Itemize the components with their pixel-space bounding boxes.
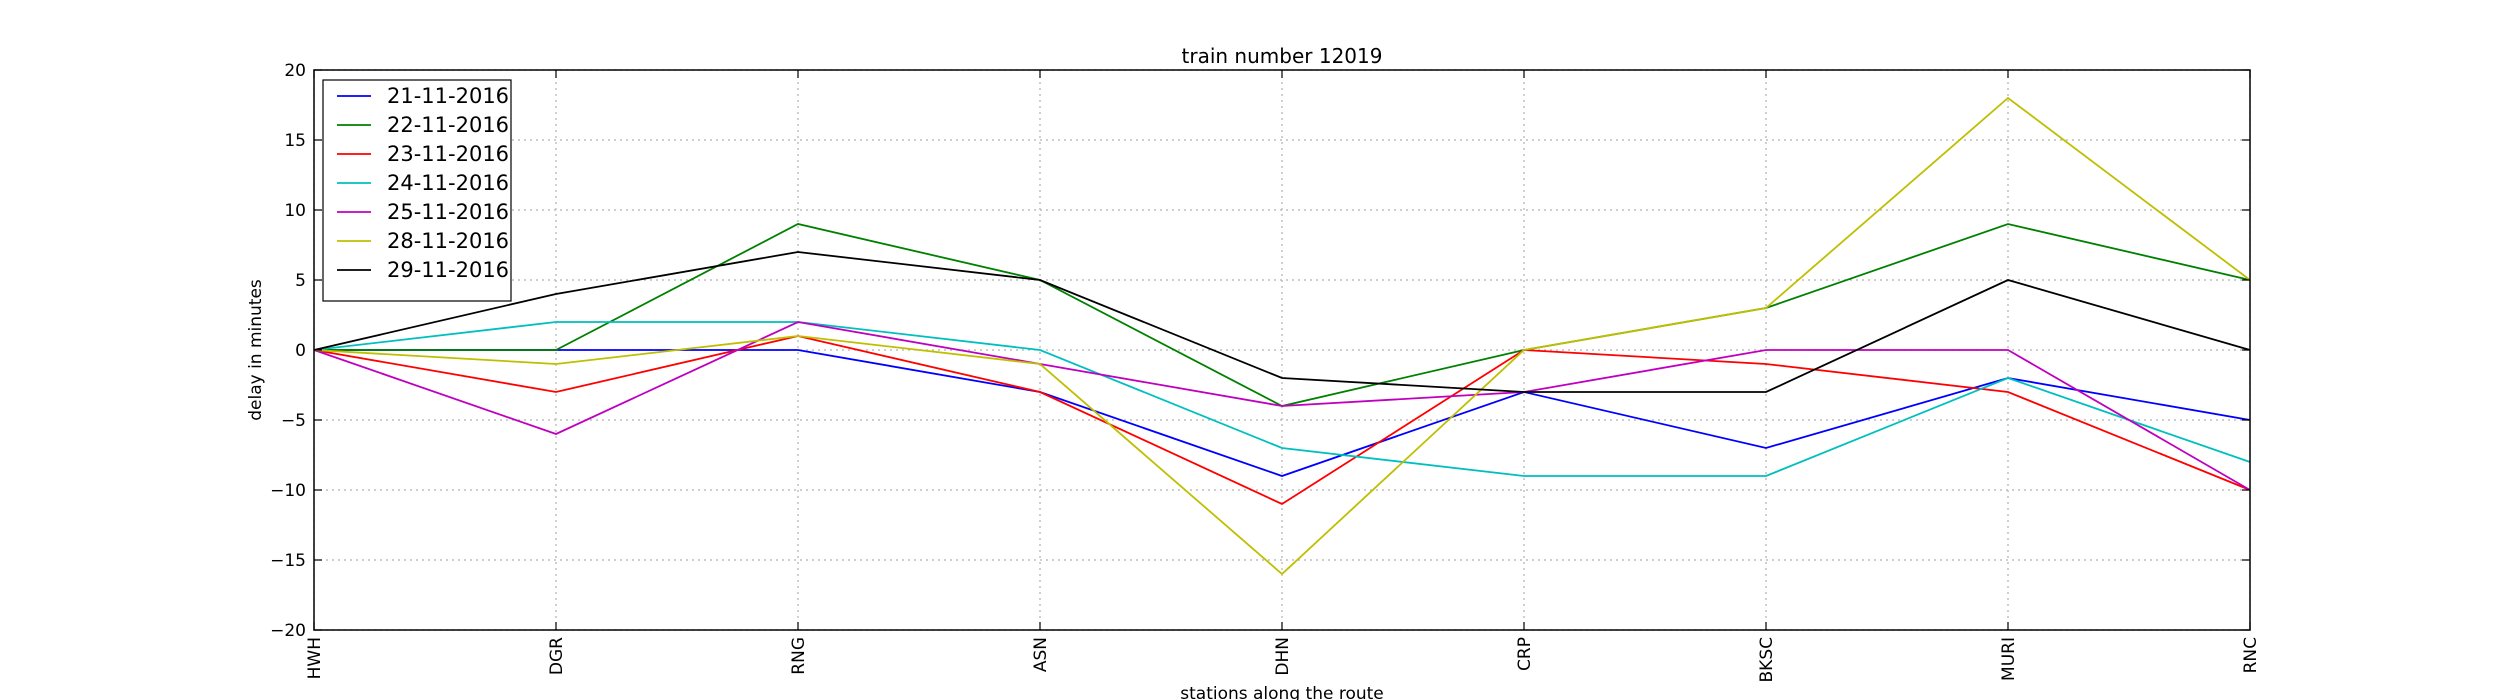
y-tick-label: −10 [270, 481, 306, 501]
y-tick-label: 10 [284, 201, 306, 221]
y-tick-label: 15 [284, 131, 306, 151]
x-tick-label-dhn: DHN [1273, 637, 1293, 676]
y-tick-label: 20 [284, 61, 306, 81]
y-tick-label: 0 [295, 341, 306, 361]
y-tick-label: −15 [270, 551, 306, 571]
x-tick-label-crp: CRP [1515, 637, 1535, 671]
y-tick-label: −20 [270, 621, 306, 641]
legend-label-24-11-2016: 24-11-2016 [387, 171, 509, 195]
x-tick-label-rng: RNG [789, 637, 809, 675]
legend-label-25-11-2016: 25-11-2016 [387, 200, 509, 224]
y-axis-label: delay in minutes [246, 279, 266, 421]
legend: 21-11-2016 22-11-2016 23-11-2016 24-11-2016… [322, 79, 512, 302]
x-tick-label-asn: ASN [1031, 637, 1051, 672]
x-tick-label-bksc: BKSC [1757, 637, 1777, 682]
legend-label-22-11-2016: 22-11-2016 [387, 113, 509, 137]
legend-label-29-11-2016: 29-11-2016 [387, 258, 509, 282]
series-line-25-11-2016 [313, 321, 2251, 491]
series-line-24-11-2016 [313, 321, 2251, 477]
y-tick-label: −5 [281, 411, 306, 431]
legend-box [322, 79, 512, 302]
legend-label-21-11-2016: 21-11-2016 [387, 84, 509, 108]
x-axis-label: stations along the route [1180, 684, 1384, 700]
chart-title: train number 12019 [1182, 44, 1383, 68]
legend-label-28-11-2016: 28-11-2016 [387, 229, 509, 253]
series-line-28-11-2016 [313, 96, 2251, 576]
series-line-23-11-2016 [313, 335, 2251, 506]
y-axis-ticks: −20 −15 −10 −5 0 5 10 15 20 [270, 61, 2250, 641]
x-tick-label-hwh: HWH [305, 637, 325, 679]
x-tick-label-dgr: DGR [547, 637, 567, 675]
x-axis-ticks: HWH DGR RNG ASN DHN CRP BKSC MURI RNC [305, 70, 2261, 682]
x-tick-label-muri: MURI [1999, 637, 2019, 681]
series-line-21-11-2016 [314, 349, 2251, 477]
series-lines [313, 96, 2251, 576]
legend-label-23-11-2016: 23-11-2016 [387, 142, 509, 166]
x-tick-label-rnc: RNC [2241, 637, 2261, 673]
series-line-29-11-2016 [313, 251, 2251, 393]
y-tick-label: 5 [295, 271, 306, 291]
